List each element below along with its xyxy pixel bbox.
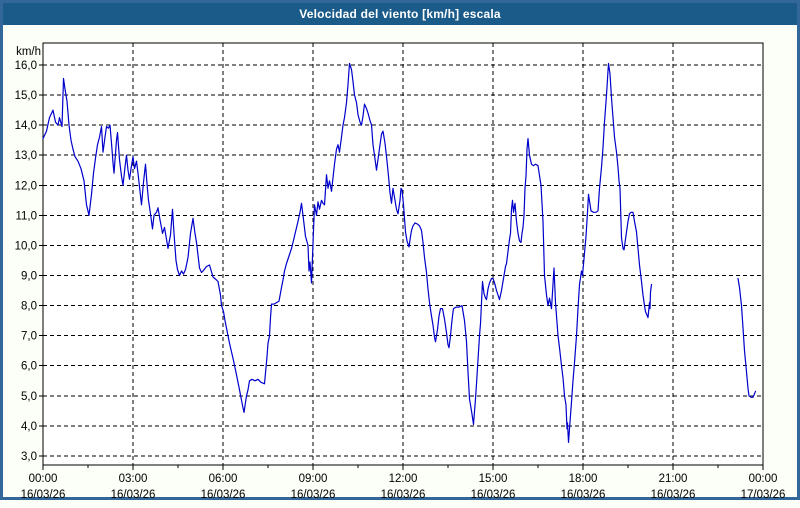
wind-speed-chart: km/h 16,0 15,0 14,0 13,0 12,0 11,0 10,0 9,0 8,0 7,… — [15, 42, 786, 501]
x-tick-time-label: 18:00 — [569, 473, 598, 485]
y-axis-title: km/h — [16, 46, 41, 58]
x-tick-date-label: 16/03/26 — [561, 489, 606, 501]
x-tick-date-label: 16/03/26 — [111, 489, 156, 501]
wind-speed-line — [737, 277, 757, 398]
x-tick-time-label: 09:00 — [299, 473, 328, 485]
x-tick-date-label: 16/03/26 — [291, 489, 336, 501]
chart-area: km/h 16,0 15,0 14,0 13,0 12,0 11,0 10,0 9,0 8,0 7,… — [3, 3, 800, 503]
wind-speed-line — [42, 62, 653, 443]
x-tick-date-label: 16/03/26 — [471, 489, 516, 501]
y-tick-label: 12,0 — [15, 180, 37, 192]
title-bar: Velocidad del viento [km/h] escala — [3, 3, 797, 25]
y-tick-label: 7,0 — [21, 331, 37, 343]
y-tick-label: 8,0 — [21, 301, 37, 313]
y-tick-label: 9,0 — [21, 271, 37, 283]
y-tick-label: 16,0 — [15, 60, 37, 72]
y-tick-label: 14,0 — [15, 120, 37, 132]
y-tick-label: 13,0 — [15, 150, 37, 162]
chart-title: Velocidad del viento [km/h] escala — [299, 7, 501, 21]
x-tick-date-label: 16/03/26 — [651, 489, 696, 501]
x-tick-time-label: 03:00 — [119, 473, 148, 485]
x-tick-time-label: 15:00 — [479, 473, 508, 485]
y-tick-label: 3,0 — [21, 451, 37, 463]
x-tick-date-label: 16/03/26 — [201, 489, 246, 501]
x-tick-date-label: 16/03/26 — [381, 489, 426, 501]
x-tick-date-label: 17/03/26 — [741, 489, 786, 501]
y-tick-label: 10,0 — [15, 240, 37, 252]
y-tick-label: 15,0 — [15, 90, 37, 102]
x-tick-time-label: 00:00 — [749, 473, 778, 485]
x-tick-time-label: 00:00 — [29, 473, 58, 485]
y-tick-label: 4,0 — [21, 421, 37, 433]
y-tick-label: 6,0 — [21, 361, 37, 373]
y-tick-label: 5,0 — [21, 391, 37, 403]
y-tick-label: 11,0 — [15, 210, 37, 222]
x-tick-time-label: 12:00 — [389, 473, 418, 485]
x-tick-date-label: 16/03/26 — [21, 489, 66, 501]
x-tick-time-label: 21:00 — [659, 473, 688, 485]
x-tick-time-label: 06:00 — [209, 473, 238, 485]
